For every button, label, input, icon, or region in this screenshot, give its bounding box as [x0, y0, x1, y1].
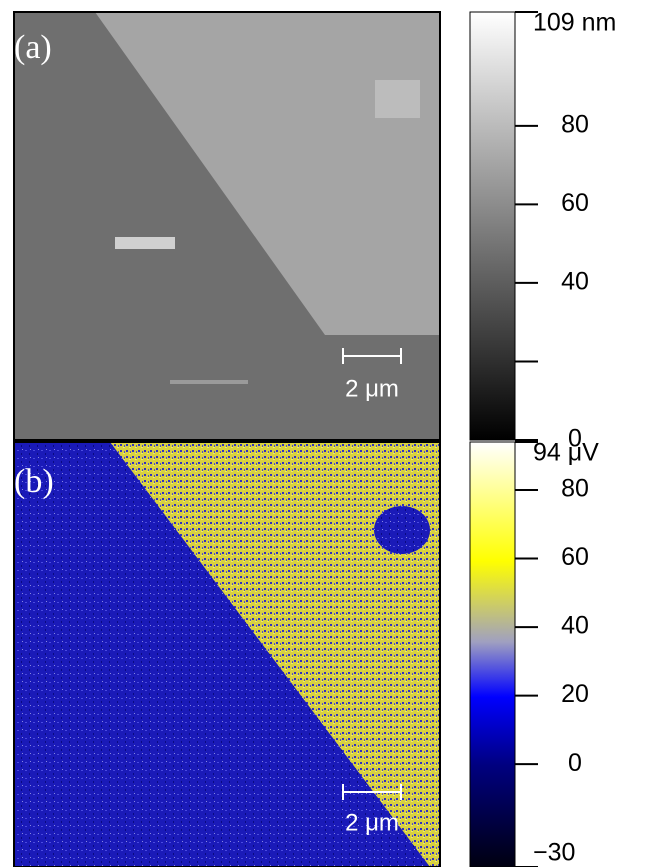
tick-label: 0	[568, 425, 582, 453]
panel-label: (a)	[14, 29, 52, 66]
tick-label: 80	[561, 475, 589, 503]
panel-label: (b)	[14, 463, 54, 500]
tick-label: 60	[561, 189, 589, 217]
tick-label: −30	[533, 839, 575, 867]
tick-label: 94 μV	[533, 439, 599, 467]
tick-label: 60	[561, 543, 589, 571]
scale-bars	[342, 348, 402, 800]
tick-label: 80	[561, 110, 589, 138]
scale-bar-label: 2 μm	[345, 375, 399, 402]
tick-label: 40	[561, 268, 589, 296]
tick-label: 40	[561, 612, 589, 640]
potential-image	[13, 441, 441, 867]
colorbar	[469, 441, 516, 867]
scale-bar-label: 2 μm	[345, 809, 399, 836]
colorbar	[469, 11, 516, 441]
tick-label: 0	[568, 749, 582, 777]
topography-image	[13, 11, 441, 441]
tick-label: 20	[561, 680, 589, 708]
tick-label: 109 nm	[533, 9, 616, 37]
